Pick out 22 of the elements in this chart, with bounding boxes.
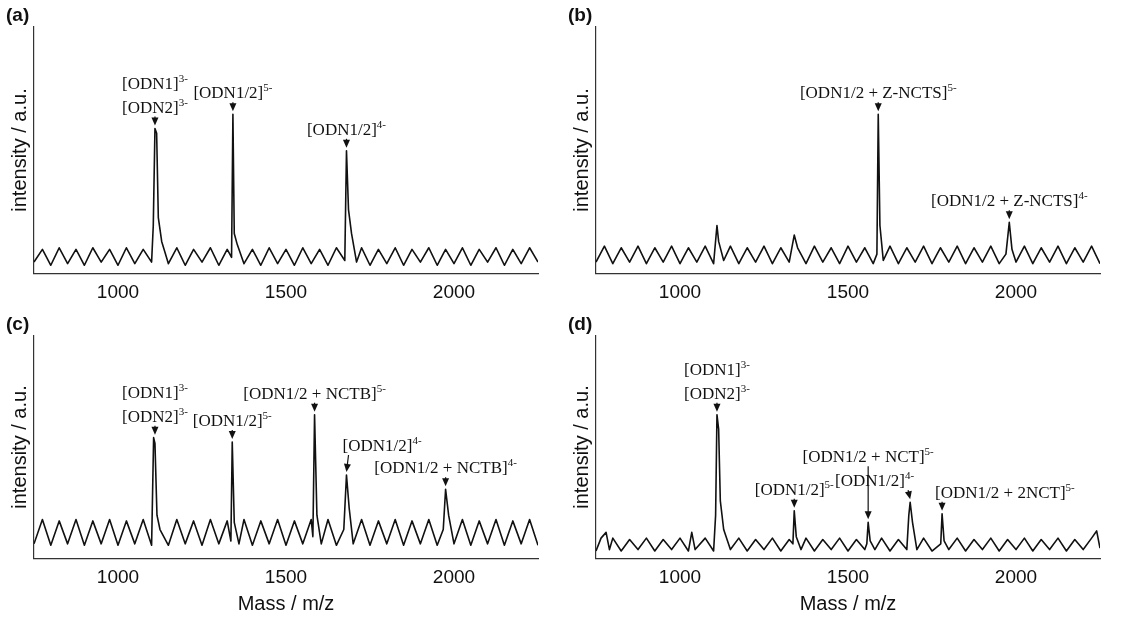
chart-title: (a) — [6, 3, 30, 25]
x-tick-label: 1500 — [826, 565, 870, 587]
x-tick-label: 1500 — [264, 280, 308, 302]
y-axis-title: intensity / a.u. — [7, 385, 30, 509]
y-axis-title: intensity / a.u. — [569, 88, 592, 212]
x-axis-title: Mass / m/z — [799, 591, 897, 614]
x-tick-label: 2000 — [432, 280, 476, 302]
x-tick-label: 1500 — [264, 565, 308, 587]
x-tick-label: 1000 — [658, 565, 702, 587]
x-tick-label: 2000 — [994, 280, 1038, 302]
x-tick-label: 1000 — [658, 280, 702, 302]
chart-title: (c) — [6, 312, 30, 334]
chart-title: (b) — [568, 3, 593, 25]
x-tick-label: 1000 — [96, 280, 140, 302]
x-tick-label: 2000 — [994, 565, 1038, 587]
chart-title: (d) — [568, 312, 593, 334]
x-tick-label: 2000 — [432, 565, 476, 587]
y-axis-title: intensity / a.u. — [569, 385, 592, 509]
x-tick-label: 1000 — [96, 565, 140, 587]
y-axis-title: intensity / a.u. — [7, 88, 30, 212]
x-axis-title: Mass / m/z — [237, 591, 335, 614]
x-tick-label: 1500 — [826, 280, 870, 302]
